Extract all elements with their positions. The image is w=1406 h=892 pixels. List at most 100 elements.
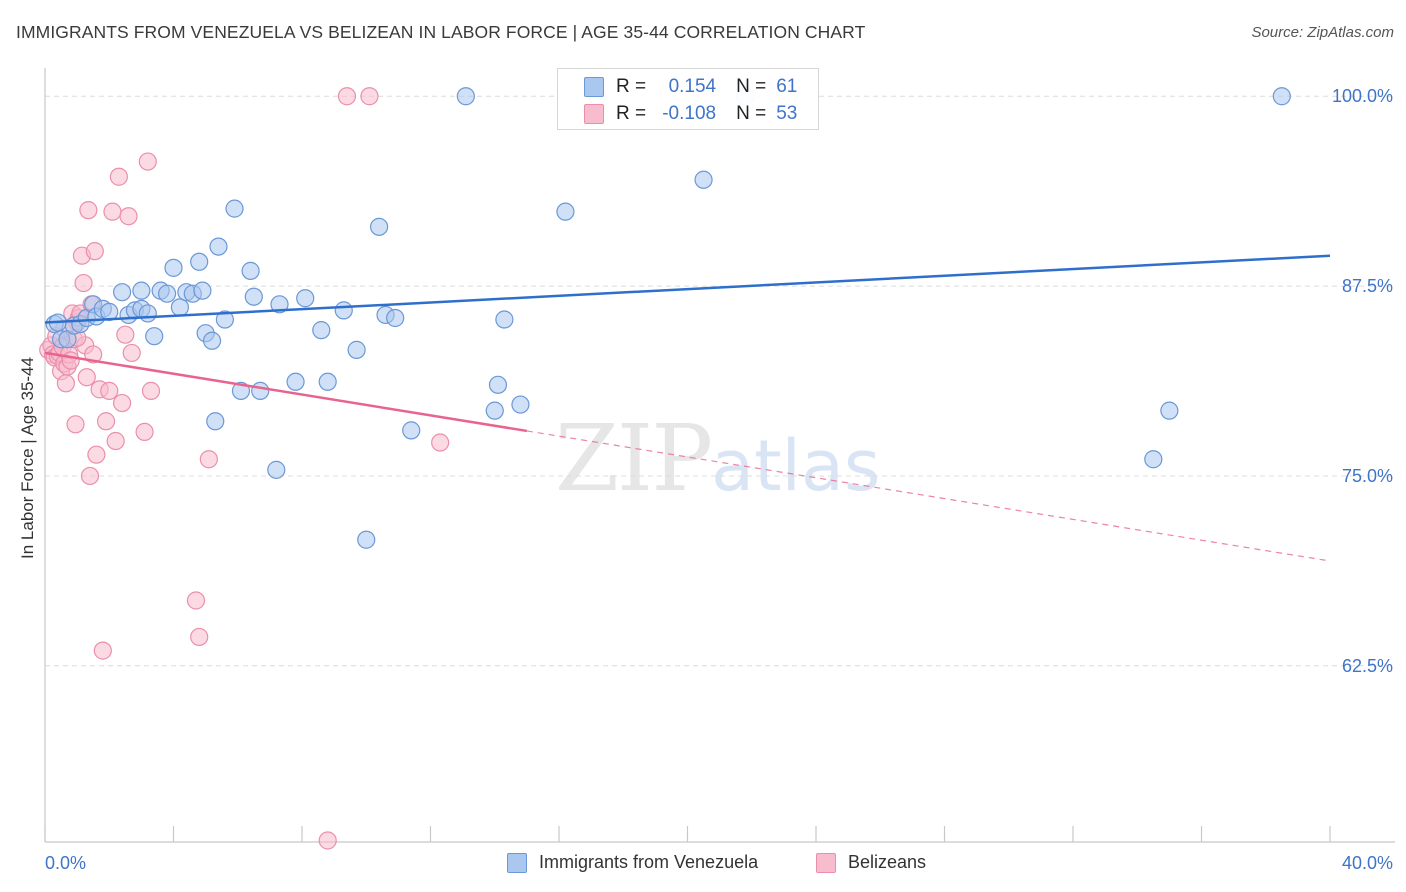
venezuela-point	[488, 375, 508, 394]
belizean-point	[84, 345, 103, 364]
tick-labels: 62.5% 75.0% 87.5% 100.0% 0.0% 40.0%	[45, 86, 1393, 873]
watermark-zip: ZIP	[555, 405, 713, 512]
belizean-point	[112, 393, 132, 413]
belizean-point	[106, 431, 125, 451]
belizean-point	[74, 273, 93, 293]
belizean-point	[141, 381, 161, 400]
belizean-point	[100, 381, 119, 400]
venezuela-point	[370, 217, 389, 236]
belizean-point	[103, 202, 122, 221]
belizean-point	[190, 627, 209, 647]
belizean-point	[135, 422, 154, 442]
venezuela-point	[206, 412, 225, 431]
venezuela-point	[495, 310, 514, 329]
belizean-point	[360, 87, 379, 106]
venezuela-point	[556, 202, 575, 221]
venezuela-point	[112, 283, 132, 302]
belizean-point	[186, 591, 206, 610]
venezuela-point	[244, 287, 263, 306]
legend-n-value: 61	[776, 76, 798, 97]
venezuela-point	[193, 281, 212, 300]
source-label: Source: ZipAtlas.com	[1251, 24, 1394, 41]
belizean-point	[93, 641, 112, 660]
series-label-venezuela: Immigrants from Venezuela	[539, 852, 759, 872]
legend-swatch-venezuela	[584, 77, 604, 97]
venezuela-point	[138, 304, 157, 323]
x-tick-label: 0.0%	[45, 853, 86, 873]
belizean-point	[87, 445, 106, 464]
venezuela-point	[386, 308, 405, 328]
venezuela-point	[1272, 87, 1291, 106]
belizean-point	[79, 201, 98, 220]
venezuela-point	[511, 395, 530, 414]
belizean-point	[199, 450, 218, 469]
venezuela-points	[45, 87, 1291, 549]
series-swatch-venezuela	[507, 852, 527, 873]
x-tick-label: 40.0%	[1342, 853, 1393, 873]
venezuela-point	[357, 530, 376, 549]
venezuela-point	[485, 401, 504, 420]
legend-r-label: R =	[616, 76, 647, 97]
legend-row-belizeans: R = -0.108 N = 53	[584, 102, 797, 126]
venezuela-point	[334, 301, 353, 320]
venezuela-point	[241, 261, 260, 280]
watermark-atlas: atlas	[711, 425, 881, 507]
venezuela-point	[347, 340, 366, 359]
belizean-trend-line-extension	[526, 430, 1331, 562]
gridlines	[45, 95, 1395, 667]
y-tick-label: 75.0%	[1342, 466, 1393, 486]
venezuela-point	[1144, 450, 1163, 469]
venezuela-point	[132, 281, 151, 300]
belizean-point	[80, 466, 100, 486]
y-tick-label: 87.5%	[1342, 276, 1393, 296]
venezuela-point	[215, 310, 234, 329]
belizean-point	[119, 207, 138, 226]
belizean-point	[56, 374, 75, 393]
legend-r-value: 0.154	[668, 76, 717, 97]
trend-lines	[44, 254, 1331, 562]
belizean-point	[77, 368, 96, 387]
legend-row-venezuela: R = 0.154 N = 61	[584, 75, 797, 99]
series-legend: Immigrants from Venezuela Belizeans	[0, 852, 1406, 878]
belizean-point	[116, 325, 135, 344]
belizean-point	[122, 343, 141, 363]
venezuela-point	[225, 199, 244, 218]
legend-swatch-belizeans	[584, 104, 604, 124]
axes	[44, 68, 1395, 843]
series-label-belizeans: Belizeans	[848, 852, 927, 872]
venezuela-point	[209, 237, 228, 256]
venezuela-point	[286, 372, 305, 391]
belizeans-points	[39, 87, 450, 850]
venezuela-point	[296, 289, 315, 308]
chart-title: IMMIGRANTS FROM VENEZUELA VS BELIZEAN IN…	[16, 22, 866, 42]
legend-n-label: N =	[736, 76, 767, 97]
belizean-point	[66, 415, 85, 434]
venezuela-trend-line	[44, 254, 1331, 324]
legend-n-label: N =	[736, 103, 767, 124]
belizean-point	[138, 152, 157, 171]
venezuela-point	[267, 460, 286, 479]
legend-r-label: R =	[616, 103, 647, 124]
y-tick-label: 100.0%	[1332, 86, 1393, 106]
belizean-point	[431, 433, 450, 452]
venezuela-point	[190, 252, 209, 271]
legend-r-value: -0.108	[662, 103, 717, 124]
watermark: ZIPatlas	[555, 405, 880, 512]
belizean-point	[109, 167, 128, 186]
venezuela-point	[456, 87, 475, 106]
venezuela-point	[157, 284, 177, 303]
legend-n-value: 53	[776, 103, 798, 124]
correlation-legend: R = 0.154 N = 61 R = -0.108 N = 53	[557, 68, 819, 130]
venezuela-point	[270, 295, 289, 314]
belizean-point	[337, 87, 357, 106]
venezuela-point	[145, 327, 164, 346]
venezuela-point	[231, 381, 251, 400]
venezuela-point	[312, 321, 331, 340]
venezuela-point	[402, 421, 421, 440]
venezuela-point	[202, 331, 222, 350]
venezuela-point	[1160, 401, 1179, 420]
belizean-point	[61, 351, 80, 370]
belizean-point	[85, 242, 104, 261]
series-legend-belizeans: Belizeans	[816, 852, 926, 873]
